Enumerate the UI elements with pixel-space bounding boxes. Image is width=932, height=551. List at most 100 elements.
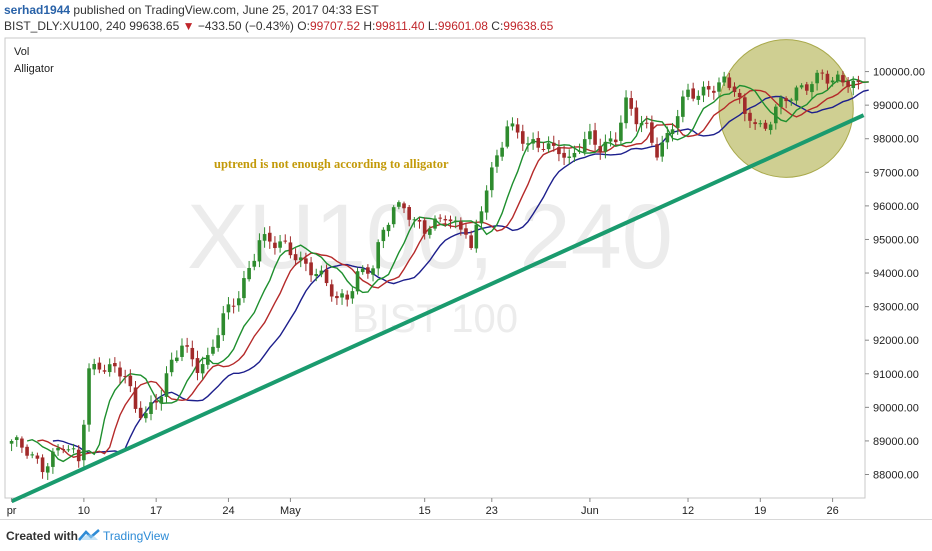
- candle-body[interactable]: [639, 122, 644, 126]
- candle-body[interactable]: [76, 449, 81, 462]
- candle-body[interactable]: [851, 80, 856, 89]
- candle-body[interactable]: [56, 447, 60, 451]
- candle-body[interactable]: [262, 234, 267, 241]
- candle-body[interactable]: [102, 370, 107, 372]
- candle-body[interactable]: [71, 448, 76, 450]
- candle-body[interactable]: [820, 72, 825, 74]
- candle-body[interactable]: [613, 139, 618, 143]
- candle-body[interactable]: [846, 81, 850, 87]
- candle-body[interactable]: [526, 143, 530, 145]
- candle-body[interactable]: [428, 228, 432, 235]
- candle-body[interactable]: [335, 295, 339, 299]
- candle-body[interactable]: [340, 293, 344, 298]
- candle-body[interactable]: [799, 85, 804, 88]
- candle-body[interactable]: [242, 278, 246, 299]
- candle-body[interactable]: [603, 141, 608, 152]
- candle-body[interactable]: [402, 203, 406, 209]
- candle-body[interactable]: [185, 345, 189, 347]
- candle-body[interactable]: [205, 355, 210, 365]
- candle-body[interactable]: [350, 291, 355, 299]
- candle-body[interactable]: [825, 73, 830, 84]
- candle-body[interactable]: [448, 219, 453, 222]
- candle-body[interactable]: [9, 440, 14, 444]
- candle-body[interactable]: [779, 97, 783, 107]
- candle-body[interactable]: [252, 260, 257, 267]
- candle-body[interactable]: [128, 375, 133, 387]
- candle-body[interactable]: [412, 219, 417, 221]
- candle-body[interactable]: [20, 438, 24, 448]
- candle-body[interactable]: [520, 131, 525, 144]
- candle-body[interactable]: [175, 357, 179, 362]
- candle-body[interactable]: [298, 257, 303, 261]
- candle-body[interactable]: [773, 106, 778, 124]
- candle-body[interactable]: [366, 267, 370, 274]
- candle-body[interactable]: [546, 143, 551, 150]
- candle-body[interactable]: [149, 402, 153, 414]
- candle-body[interactable]: [273, 242, 277, 249]
- candle-body[interactable]: [159, 396, 164, 404]
- candle-body[interactable]: [221, 313, 226, 336]
- candle-body[interactable]: [329, 284, 334, 297]
- candle-body[interactable]: [138, 407, 143, 419]
- candle-body[interactable]: [30, 454, 35, 456]
- candle-body[interactable]: [123, 376, 127, 378]
- candle-body[interactable]: [815, 72, 819, 84]
- candle-body[interactable]: [417, 219, 422, 222]
- candle-body[interactable]: [577, 150, 582, 152]
- candle-body[interactable]: [835, 74, 840, 82]
- candle-body[interactable]: [841, 75, 845, 83]
- candle-body[interactable]: [45, 466, 50, 473]
- candle-body[interactable]: [768, 124, 773, 131]
- candle-body[interactable]: [169, 359, 174, 373]
- candle-body[interactable]: [66, 449, 71, 451]
- candle-body[interactable]: [92, 363, 97, 370]
- candle-body[interactable]: [443, 219, 448, 221]
- candle-body[interactable]: [619, 122, 623, 141]
- candle-body[interactable]: [737, 92, 742, 98]
- candle-body[interactable]: [531, 139, 535, 144]
- candle-body[interactable]: [722, 76, 726, 83]
- candle-body[interactable]: [360, 268, 365, 273]
- candle-body[interactable]: [314, 274, 319, 277]
- candle-body[interactable]: [489, 167, 494, 191]
- candle-body[interactable]: [216, 335, 220, 348]
- trend-line[interactable]: [10, 113, 865, 504]
- candle-body[interactable]: [267, 232, 272, 242]
- indicator-alligator-label[interactable]: Alligator: [14, 63, 54, 75]
- candle-body[interactable]: [345, 294, 350, 300]
- candle-body[interactable]: [681, 96, 685, 117]
- candle-body[interactable]: [226, 304, 231, 313]
- candle-body[interactable]: [541, 149, 546, 151]
- tradingview-logo-icon[interactable]: [78, 528, 100, 542]
- candle-body[interactable]: [629, 98, 634, 109]
- candle-body[interactable]: [675, 116, 680, 128]
- candle-body[interactable]: [61, 448, 66, 450]
- candle-body[interactable]: [319, 270, 324, 275]
- candle-body[interactable]: [665, 133, 670, 143]
- candle-body[interactable]: [459, 221, 463, 230]
- candle-body[interactable]: [686, 89, 690, 97]
- candle-body[interactable]: [655, 144, 659, 158]
- candle-body[interactable]: [830, 80, 835, 83]
- candle-body[interactable]: [794, 87, 799, 101]
- candle-body[interactable]: [113, 363, 117, 367]
- candle-body[interactable]: [247, 268, 251, 280]
- candle-body[interactable]: [464, 228, 468, 235]
- candle-body[interactable]: [154, 400, 158, 403]
- candle-body[interactable]: [784, 98, 788, 102]
- candle-body[interactable]: [118, 367, 122, 377]
- candle-body[interactable]: [691, 88, 695, 99]
- candle-body[interactable]: [278, 241, 282, 248]
- candle-body[interactable]: [650, 122, 654, 143]
- candle-body[interactable]: [500, 147, 504, 157]
- candle-body[interactable]: [562, 152, 566, 158]
- candle-body[interactable]: [324, 269, 329, 284]
- candle-body[interactable]: [35, 455, 40, 459]
- candle-body[interactable]: [634, 107, 639, 125]
- candle-body[interactable]: [598, 146, 603, 153]
- candle-body[interactable]: [211, 346, 215, 354]
- candle-body[interactable]: [180, 345, 184, 357]
- candle-body[interactable]: [236, 298, 241, 306]
- candle-body[interactable]: [753, 122, 757, 125]
- candle-body[interactable]: [422, 220, 427, 234]
